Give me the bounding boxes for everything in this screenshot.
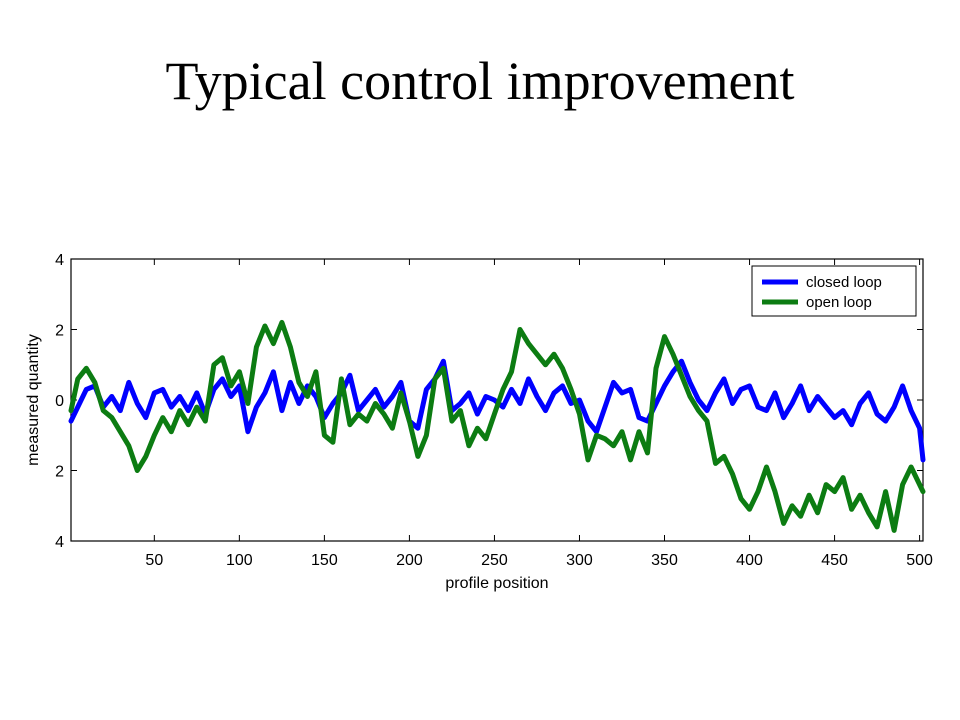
legend: closed loop open loop <box>751 265 917 317</box>
series-line-closed-loop <box>68 358 926 463</box>
x-tick-label: 250 <box>481 552 508 569</box>
legend-box <box>751 265 917 317</box>
y-tick-label: 4 <box>55 534 64 551</box>
y-tick-label: 0 <box>55 393 64 410</box>
y-tick-label: 2 <box>55 323 64 340</box>
x-tick-label: 450 <box>821 552 848 569</box>
x-tick-label: 100 <box>226 552 253 569</box>
x-tick-label: 400 <box>736 552 763 569</box>
series-line-open-loop <box>68 319 926 533</box>
y-axis-title: measured quantity <box>25 334 42 466</box>
x-tick-label: 350 <box>651 552 678 569</box>
x-tick-label: 50 <box>145 552 163 569</box>
y-tick-label: 4 <box>55 252 64 269</box>
slide-title: Typical control improvement <box>165 51 795 111</box>
legend-label-closed-loop: closed loop <box>806 274 882 291</box>
x-tick-label: 300 <box>566 552 593 569</box>
x-tick-label: 500 <box>906 552 933 569</box>
x-tick-label: 150 <box>311 552 338 569</box>
legend-label-open-loop: open loop <box>806 294 872 311</box>
x-axis-title: profile position <box>445 575 548 592</box>
x-tick-label: 200 <box>396 552 423 569</box>
y-tick-label: 2 <box>55 464 64 481</box>
